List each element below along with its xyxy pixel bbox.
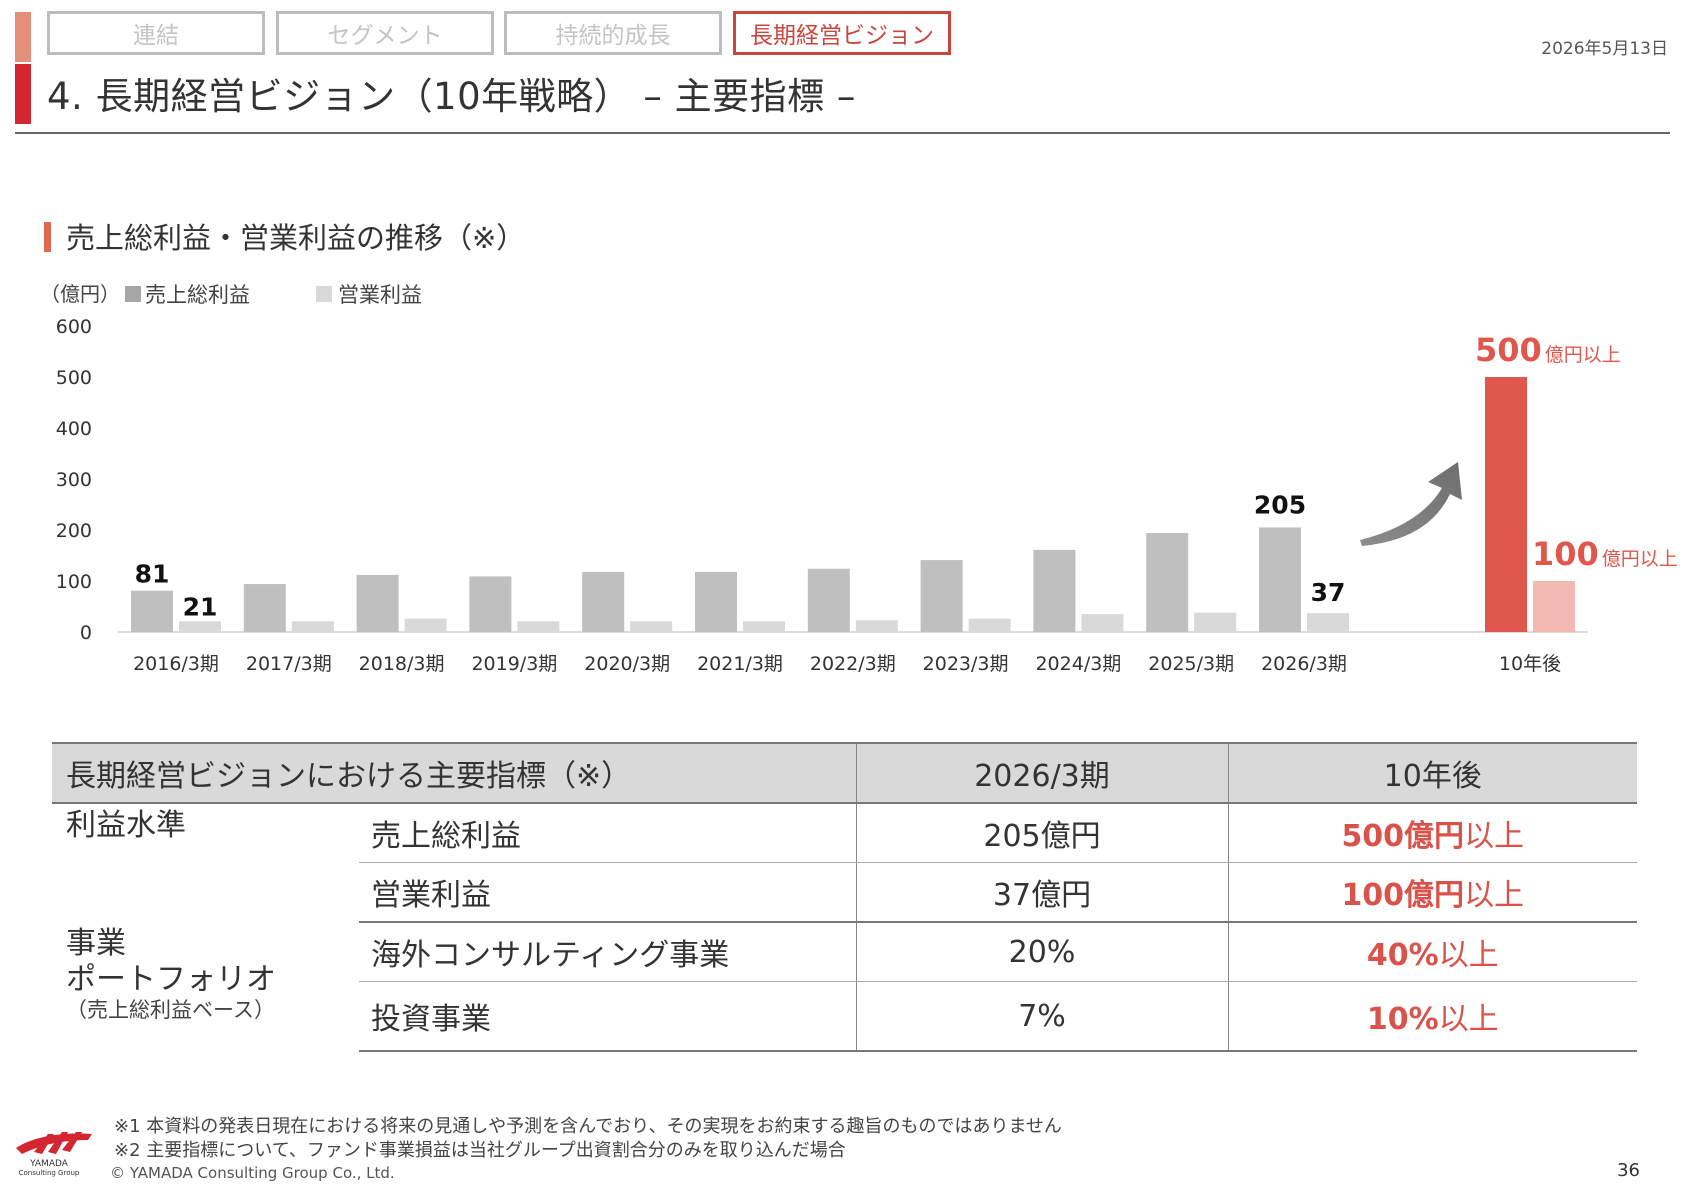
kpi-table: 長期経営ビジョンにおける主要指標（※） 2026/3期 10年後 利益水準 売上…: [52, 742, 1637, 1052]
legend-label-gross: 売上総利益: [145, 283, 250, 307]
group-label-note: （売上総利益ベース）: [66, 998, 275, 1022]
row-label: 売上総利益: [359, 803, 856, 863]
x-tick-label: 2025/3期: [1148, 653, 1234, 675]
target-data-label: 500 億円以上: [1475, 331, 1621, 369]
group-label: 利益水準: [66, 808, 186, 843]
company-logo-icon: [16, 1132, 92, 1154]
section-marker: [44, 222, 51, 252]
header-accent-bottom: [15, 64, 31, 124]
tab-segment[interactable]: セグメント: [276, 11, 494, 55]
row-current: 37億円: [855, 862, 1228, 923]
bar-operating-profit: [1194, 612, 1237, 632]
row-label: 海外コンサルティング事業: [359, 922, 856, 982]
x-tick-label: 2024/3期: [1035, 653, 1121, 675]
bar-gross-profit: [243, 584, 286, 632]
bar-operating-profit: [517, 621, 560, 632]
tab-long-term-vision[interactable]: 長期経営ビジョン: [733, 11, 951, 55]
row-target: 100億円以上: [1227, 862, 1637, 923]
page-number: 36: [1617, 1160, 1640, 1181]
x-tick-label: 2023/3期: [923, 653, 1009, 675]
data-label: 37: [1311, 578, 1346, 607]
y-tick-label: 600: [56, 316, 92, 338]
row-current: 205億円: [855, 803, 1228, 863]
group-profit-level: 利益水準: [52, 803, 359, 922]
copyright: © YAMADA Consulting Group Co., Ltd.: [110, 1164, 395, 1182]
x-tick-label: 2016/3期: [133, 653, 219, 675]
bar-gross-profit: [131, 590, 173, 632]
bar-gross-profit: [1033, 549, 1076, 632]
legend-swatch-gross: [125, 286, 141, 302]
tab-consolidated[interactable]: 連結: [47, 11, 265, 55]
x-tick-label: 2020/3期: [584, 653, 670, 675]
bar-operating-profit: [1081, 614, 1124, 632]
bar-operating-profit: [968, 618, 1011, 632]
bar-chart: 600 500 400 300 200 100 0 2016/3期 2017/3期 2018/3…: [56, 316, 1678, 675]
x-tick-label: 10年後: [1499, 653, 1561, 675]
group-label-line1: 事業: [66, 926, 126, 961]
header-accent-top: [15, 12, 31, 62]
tab-sustainable-growth[interactable]: 持続的成長: [504, 11, 722, 55]
page-title: 4. 長期経営ビジョン（10年戦略） – 主要指標 –: [47, 75, 856, 118]
bar-operating-profit: [743, 621, 785, 632]
bar-gross-profit: [695, 571, 737, 632]
bar-gross-profit: [469, 576, 512, 632]
bar-gross-profit: [1485, 377, 1527, 632]
row-target: 40%以上: [1227, 922, 1637, 982]
section-title: 売上総利益・営業利益の推移（※）: [66, 221, 526, 255]
x-tick-label: 2026/3期: [1261, 653, 1347, 675]
x-tick-label: 2017/3期: [246, 653, 332, 675]
y-tick-label: 500: [56, 367, 92, 389]
bar-gross-profit: [582, 571, 625, 632]
bar-gross-profit: [1259, 527, 1301, 632]
header-divider: [15, 132, 1670, 134]
y-tick-label: 400: [56, 418, 92, 440]
bar-gross-profit: [1146, 533, 1189, 632]
footnote-2: ※2 主要指標について、ファンド事業損益は当社グループ出資割合分のみを取り込んだ…: [114, 1140, 846, 1161]
bar-operating-profit: [855, 620, 898, 632]
growth-arrow-icon: [1360, 462, 1462, 546]
bar-gross-profit: [356, 574, 399, 632]
x-tick-label: 2018/3期: [359, 653, 445, 675]
row-label: 営業利益: [359, 862, 856, 923]
row-current: 7%: [855, 981, 1228, 1052]
bar-operating-profit: [291, 621, 334, 632]
y-tick-label: 300: [56, 469, 92, 491]
bar-operating-profit: [1533, 581, 1575, 632]
company-logo-text: YAMADA Consulting Group: [18, 1159, 80, 1177]
report-date: 2026年5月13日: [1541, 39, 1668, 59]
data-label: 21: [183, 592, 218, 621]
legend-swatch-op: [316, 286, 332, 302]
bar-operating-profit: [1307, 613, 1349, 632]
table-header-current: 2026/3期: [855, 742, 1228, 804]
y-tick-label: 200: [56, 520, 92, 542]
bar-operating-profit: [179, 621, 221, 632]
data-label: 205: [1254, 490, 1306, 519]
bar-operating-profit: [404, 618, 447, 632]
data-label: 81: [135, 560, 170, 589]
target-data-label: 100 億円以上: [1532, 535, 1678, 573]
legend-label-op: 営業利益: [338, 283, 422, 307]
group-label-line2: ポートフォリオ: [66, 962, 276, 997]
x-tick-label: 2019/3期: [471, 653, 557, 675]
footnote-1: ※1 本資料の発表日現在における将来の見通しや予測を含んでおり、その実現をお約束…: [114, 1116, 1062, 1137]
bar-gross-profit: [920, 560, 963, 632]
x-tick-label: 2022/3期: [810, 653, 896, 675]
y-tick-label: 100: [56, 571, 92, 593]
bar-operating-profit: [630, 621, 673, 632]
row-label: 投資事業: [359, 981, 856, 1052]
table-header-target: 10年後: [1227, 742, 1637, 804]
table-header-title: 長期経営ビジョンにおける主要指標（※）: [52, 742, 856, 804]
group-business-portfolio: 事業 ポートフォリオ （売上総利益ベース）: [52, 922, 359, 1051]
row-target: 10%以上: [1227, 981, 1637, 1052]
bar-gross-profit: [807, 568, 850, 632]
y-tick-label: 0: [80, 622, 92, 644]
row-target: 500億円以上: [1227, 803, 1637, 863]
chart-unit-label: （億円）: [40, 282, 120, 306]
x-tick-label: 2021/3期: [697, 653, 783, 675]
row-current: 20%: [855, 922, 1228, 982]
